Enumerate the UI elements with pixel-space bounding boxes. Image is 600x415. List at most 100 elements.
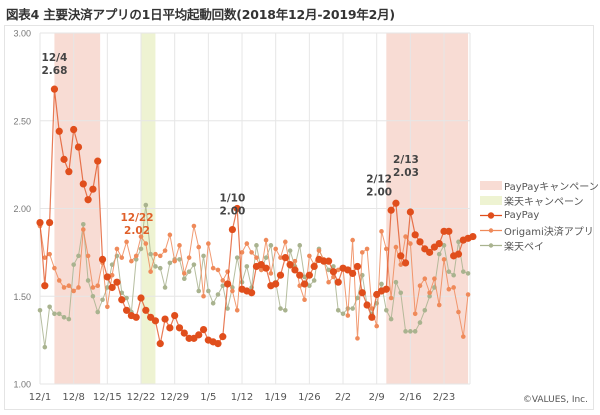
data-point (167, 260, 173, 266)
data-point (412, 329, 418, 334)
y-tick-label: 1.00 (13, 380, 31, 390)
data-point (122, 306, 131, 314)
data-point (302, 297, 307, 303)
data-point (138, 234, 144, 239)
data-point (411, 231, 419, 239)
data-point (220, 283, 226, 289)
annotation-value: 2.03 (393, 167, 419, 179)
data-point (350, 237, 355, 243)
data-point (422, 276, 428, 282)
legend-item-rakuten-campaign: 楽天キャンペーン (480, 193, 599, 208)
data-point (445, 227, 453, 235)
data-point (451, 285, 456, 290)
data-point (108, 283, 116, 292)
x-tick-label: 1/26 (298, 392, 320, 403)
data-point (307, 253, 312, 259)
data-point (388, 295, 394, 301)
data-point (268, 243, 274, 248)
data-point (105, 304, 110, 310)
data-point (162, 248, 168, 253)
data-point (195, 331, 203, 339)
data-point (156, 340, 164, 348)
data-point (233, 204, 241, 213)
data-point (305, 271, 313, 279)
annotation-date: 2/13 (393, 154, 419, 166)
data-point (283, 239, 288, 245)
data-point (393, 279, 399, 285)
data-point (119, 255, 125, 260)
data-point (276, 271, 285, 279)
data-point (427, 293, 432, 299)
data-point (201, 293, 206, 299)
data-point (157, 253, 163, 259)
data-point (451, 272, 456, 278)
data-point (358, 289, 366, 297)
data-point (311, 278, 317, 283)
x-tick-label: 12/29 (160, 392, 189, 403)
data-point (234, 307, 240, 313)
data-point (281, 254, 289, 262)
x-tick-label: 12/22 (127, 392, 156, 403)
data-point (310, 262, 318, 271)
data-point (151, 317, 160, 325)
data-point (456, 239, 461, 245)
data-point (244, 241, 250, 246)
copyright-credit: ©VALUES, Inc. (522, 395, 588, 405)
band-swatch-icon (480, 196, 502, 205)
data-point (263, 255, 269, 260)
annotation-date: 1/10 (220, 193, 246, 205)
data-point (191, 262, 197, 267)
data-point (109, 272, 115, 278)
data-point (273, 246, 278, 252)
data-point (345, 313, 351, 318)
data-point (215, 267, 221, 273)
data-point (258, 267, 264, 273)
x-tick-label: 1/19 (264, 392, 286, 403)
data-point (406, 208, 414, 216)
data-point (161, 315, 169, 323)
data-point (300, 280, 309, 288)
data-point (435, 240, 443, 248)
legend-label: 楽天ペイ (504, 242, 544, 253)
data-point (248, 289, 256, 297)
data-point (210, 300, 216, 306)
data-point (76, 253, 81, 259)
data-point (36, 218, 44, 227)
data-point (171, 311, 179, 320)
data-point (335, 267, 341, 273)
data-point (436, 251, 442, 257)
data-point (427, 290, 432, 296)
data-point (446, 286, 452, 292)
data-point (80, 227, 86, 232)
data-point (52, 265, 57, 271)
x-tick-label: 1/5 (200, 392, 216, 403)
data-point (223, 280, 232, 288)
data-point (412, 311, 418, 317)
data-point (292, 258, 298, 264)
line-marker-icon (480, 211, 502, 220)
data-point (287, 248, 293, 253)
data-point (460, 269, 466, 274)
data-point (331, 274, 336, 280)
data-point (368, 313, 376, 321)
data-point (397, 252, 405, 260)
data-point (60, 155, 68, 163)
data-point (157, 265, 163, 271)
data-point (316, 248, 322, 253)
data-point (103, 273, 111, 281)
data-point (460, 334, 466, 339)
data-point (416, 238, 424, 246)
data-point (359, 250, 365, 255)
data-point (272, 280, 280, 288)
data-point (182, 271, 187, 276)
data-point (234, 255, 240, 260)
data-point (469, 232, 477, 241)
data-point (382, 285, 390, 293)
data-point (124, 295, 129, 301)
data-point (66, 316, 72, 322)
data-point (166, 324, 174, 332)
data-point (199, 325, 208, 334)
data-point (215, 292, 221, 297)
data-point (56, 311, 62, 317)
data-point (113, 278, 121, 286)
